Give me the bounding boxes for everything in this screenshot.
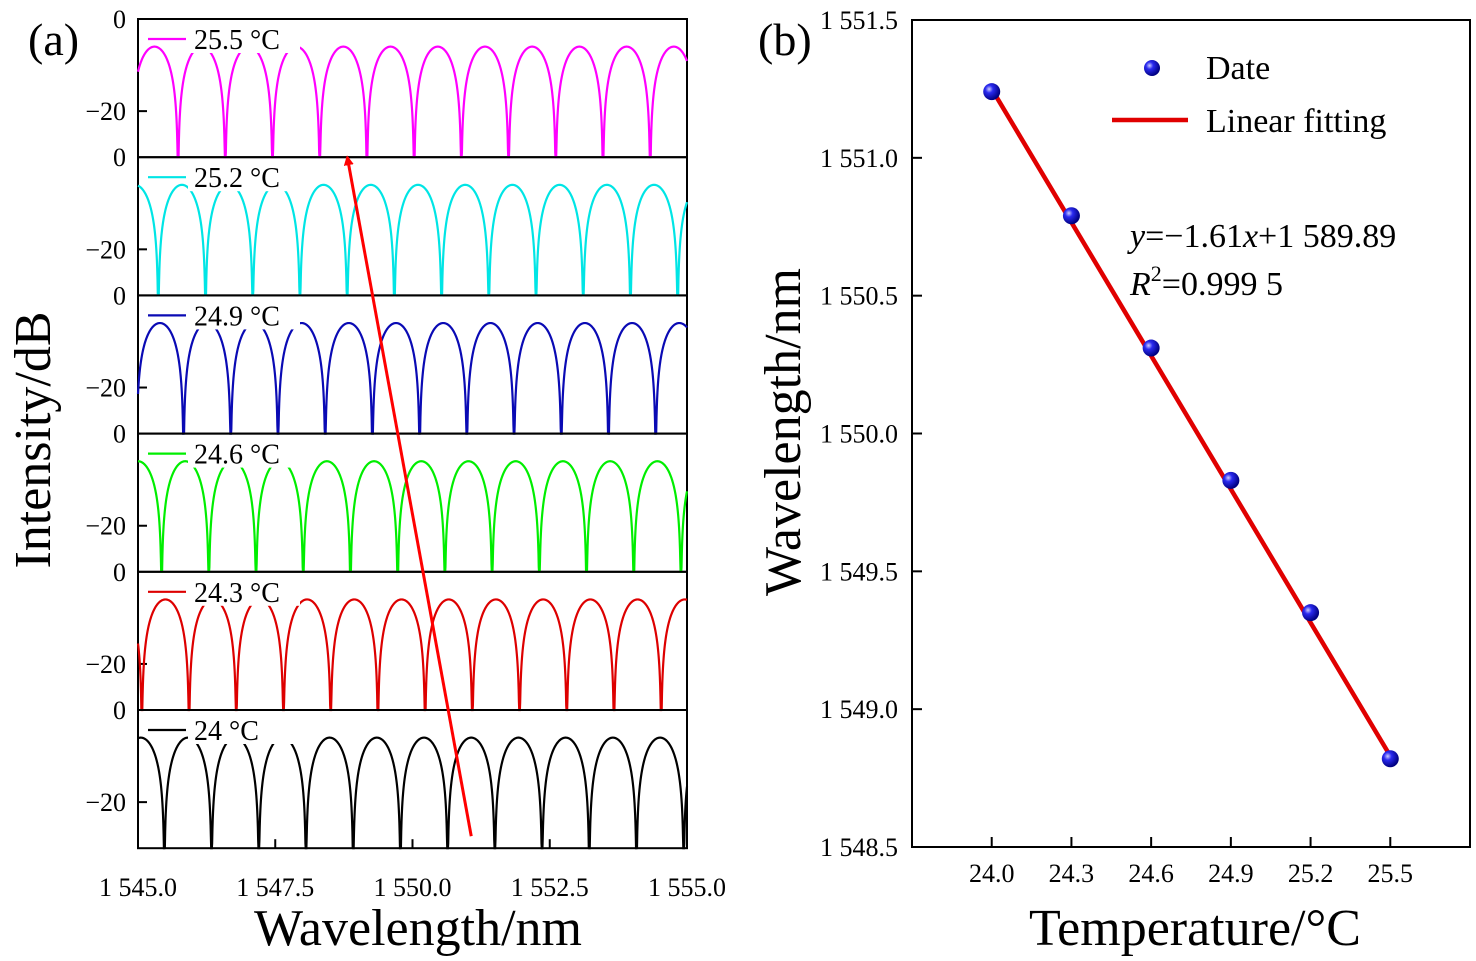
series-legend: 24.6 °C [148, 435, 300, 471]
panel-a-x-ticks: 1 545.0 1 547.5 1 550.0 1 552.5 1 555.0 [99, 839, 726, 902]
panel-b-xlabel: Temperature/°C [1029, 900, 1361, 957]
y-tick-label: 1 551.5 [820, 6, 898, 35]
panel-b-legend: Date Linear fitting [1112, 50, 1386, 140]
y-tick-label: 1 548.5 [820, 833, 898, 862]
y-tick-label: −20 [85, 97, 126, 126]
panel-a-xlabel: Wavelength/nm [254, 900, 582, 957]
eq-x: x [1242, 218, 1258, 255]
y-tick-label: 0 [113, 5, 126, 34]
eq-slope: =−1.61 [1145, 218, 1243, 255]
series-legend: 25.5 °C [148, 21, 300, 56]
legend-bg [188, 21, 300, 53]
panel-a-label: (a) [28, 14, 79, 65]
panel-b-frame [911, 19, 1471, 848]
subplot-1: 0 −20 25.2 °C [85, 143, 689, 297]
subplot-5: 0 −20 24 °C [85, 696, 689, 850]
y-tick-label: 1 549.0 [820, 695, 898, 724]
legend-label: 24 °C [194, 716, 259, 747]
data-point [1062, 207, 1080, 225]
linear-fit-line [989, 87, 1393, 758]
y-tick-label: 1 549.5 [820, 557, 898, 586]
subplot-2: 0 −20 24.9 °C [85, 281, 688, 435]
data-point [1381, 750, 1399, 768]
eq-y: y [1127, 218, 1146, 255]
series-legend: 25.2 °C [148, 159, 300, 194]
legend-label: 24.6 °C [194, 440, 280, 471]
x-tick-label: 25.5 [1368, 859, 1414, 888]
panel-b: (b) 1 548.51 549.01 549.51 550.01 550.51… [755, 6, 1471, 957]
eq-intercept: +1 589.89 [1258, 218, 1396, 255]
legend-label: 24.3 °C [194, 578, 280, 609]
eq-r-sup: 2 [1151, 261, 1162, 286]
legend-label: 25.2 °C [194, 163, 280, 194]
legend-bg [188, 297, 300, 330]
y-tick-label: −20 [85, 650, 126, 679]
legend-fit-label: Linear fitting [1206, 103, 1386, 140]
x-tick-label: 1 552.5 [511, 873, 589, 902]
series-legend: 24.3 °C [148, 573, 300, 609]
x-tick-label: 1 550.0 [374, 873, 452, 902]
spectrum-curve [136, 598, 688, 712]
data-point [1222, 471, 1240, 489]
legend-bg [188, 573, 300, 606]
legend-bg [188, 712, 300, 744]
panel-a: (a) 0 −20 25.5 °C 0 −20 25.2 °C 0 −20 24.9 °C 0 −2… [5, 5, 726, 957]
panel-b-x-ticks: 24.0 24.3 24.6 24.9 25.2 25.5 [969, 837, 1413, 888]
y-tick-label: 0 [113, 420, 126, 449]
x-tick-label: 25.2 [1288, 859, 1334, 888]
y-tick-label: 0 [113, 696, 126, 725]
y-tick-label: 1 550.5 [820, 282, 898, 311]
legend-bg [188, 435, 300, 468]
panel-b-y-ticks: 1 548.5 1 549.0 1 549.5 1 550.0 1 550.5 1 551… [820, 6, 922, 862]
subplot-0: 0 −20 25.5 °C [85, 5, 689, 159]
x-tick-label: 24.0 [969, 859, 1015, 888]
subplot-4: 0 −20 24.3 °C [85, 558, 688, 712]
panel-b-points [983, 83, 1399, 768]
legend-bg [188, 159, 300, 192]
y-tick-label: 1 551.0 [820, 144, 898, 173]
x-tick-label: 1 547.5 [236, 873, 314, 902]
y-tick-label: 0 [113, 143, 126, 172]
panel-b-ylabel: Wavelength/nm [755, 268, 812, 596]
eq-r-value: =0.999 5 [1162, 266, 1283, 303]
x-tick-label: 24.6 [1128, 859, 1174, 888]
panel-a-subplots: 0 −20 25.5 °C 0 −20 25.2 °C 0 −20 24.9 °C 0 −20 24.… [85, 5, 689, 850]
legend-data-marker [1144, 60, 1160, 76]
legend-label: 25.5 °C [194, 25, 280, 56]
spectrum-curve [136, 321, 688, 435]
fit-equation: y=−1.61x+1 589.89 [1127, 218, 1396, 255]
y-tick-label: −20 [85, 512, 126, 541]
data-point [1142, 339, 1160, 357]
panel-a-shift-arrow [343, 155, 473, 837]
y-tick-label: 0 [113, 558, 126, 587]
series-legend: 24 °C [148, 712, 300, 747]
spectrum-curve [137, 183, 689, 297]
legend-label: 24.9 °C [194, 301, 280, 332]
data-point [1302, 604, 1320, 622]
y-tick-label: 0 [113, 281, 126, 310]
fit-r-squared: R2=0.999 5 [1129, 261, 1283, 303]
panel-a-ylabel: Intensity/dB [5, 311, 62, 568]
series-legend: 24.9 °C [148, 297, 300, 332]
legend-data-label: Date [1206, 50, 1270, 87]
data-point [983, 83, 1001, 101]
x-tick-label: 1 555.0 [648, 873, 726, 902]
panel-b-label: (b) [758, 14, 812, 65]
y-tick-label: 1 550.0 [820, 420, 898, 449]
spectrum-curve [137, 736, 689, 850]
y-tick-label: −20 [85, 788, 126, 817]
x-tick-label: 24.3 [1049, 859, 1095, 888]
x-tick-label: 24.9 [1208, 859, 1254, 888]
x-tick-label: 1 545.0 [99, 873, 177, 902]
subplot-3: 0 −20 24.6 °C [85, 420, 689, 573]
y-tick-label: −20 [85, 374, 126, 403]
eq-r: R [1129, 266, 1151, 303]
y-tick-label: −20 [85, 235, 126, 264]
spectrum-curve [136, 45, 689, 159]
